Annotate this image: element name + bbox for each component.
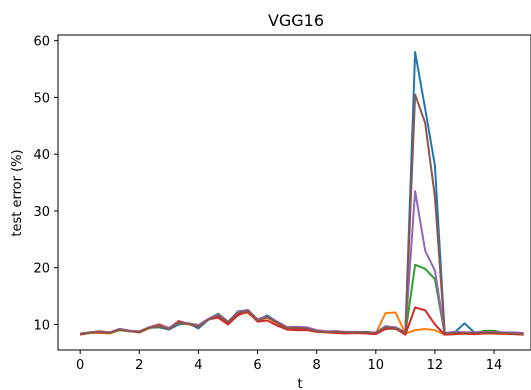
series-layer [79, 51, 524, 336]
x-axis: 0 2 4 6 8 10 12 14 [76, 350, 502, 373]
y-tick-label: 40 [33, 148, 50, 163]
y-tick-label: 50 [33, 91, 50, 106]
y-tick-label: 20 [33, 262, 50, 277]
x-tick-label: 6 [253, 358, 261, 373]
y-axis-label: test error (%) [10, 149, 25, 236]
y-tick-label: 10 [33, 318, 50, 333]
y-tick-label: 30 [33, 205, 50, 220]
x-tick-label: 2 [135, 358, 143, 373]
x-tick-label: 10 [368, 358, 385, 373]
y-axis: 10 20 30 40 50 60 [33, 35, 58, 333]
plot-frame [57, 34, 531, 351]
y-tick-label: 60 [33, 35, 50, 50]
x-tick-label: 14 [486, 358, 503, 373]
x-tick-label: 0 [76, 358, 84, 373]
x-tick-label: 12 [427, 358, 444, 373]
x-tick-label: 8 [313, 358, 321, 373]
x-tick-label: 4 [194, 358, 202, 373]
chart-title: VGG16 [268, 11, 324, 30]
series-line-6 [79, 93, 524, 336]
x-axis-label: t [297, 377, 302, 390]
